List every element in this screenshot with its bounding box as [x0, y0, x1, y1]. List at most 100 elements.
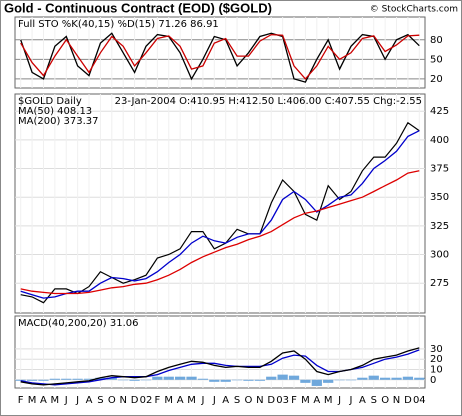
series-line [20, 33, 420, 80]
series-line [20, 130, 420, 299]
legend-label: MA(200) 373.37 [18, 116, 99, 127]
bar [186, 376, 197, 380]
x-tick-label: J [75, 395, 79, 406]
x-tick-label: 04 [413, 395, 426, 406]
x-tick-label: A [86, 395, 93, 406]
bar [357, 377, 368, 380]
x-tick-label: A [40, 395, 47, 406]
series-line [20, 170, 420, 295]
bar [345, 379, 357, 381]
x-tick-label: M [28, 395, 37, 406]
panel [14, 93, 426, 314]
x-tick-label: M [301, 395, 310, 406]
series-line [20, 121, 420, 304]
x-tick-label: J [200, 395, 204, 406]
bar [118, 379, 129, 381]
x-tick-label: 03 [276, 395, 289, 406]
bar [83, 378, 95, 380]
y-tick-label: 275 [430, 278, 449, 289]
bar [368, 375, 379, 380]
x-tick-label: J [212, 395, 216, 406]
bar [243, 379, 254, 381]
x-tick-label: F [154, 395, 160, 406]
x-tick-label: N [119, 395, 126, 406]
y-tick-label: 20 [430, 74, 443, 85]
x-tick-label: F [291, 395, 297, 406]
y-tick-label: 30 [430, 344, 443, 355]
bar [391, 377, 402, 380]
x-tick-label: M [187, 395, 196, 406]
x-tick-label: S [371, 395, 377, 406]
bar [323, 379, 334, 383]
x-tick-label: A [359, 395, 366, 406]
bar [300, 379, 311, 383]
y-tick-label: 10 [430, 364, 443, 375]
x-tick-label: D [267, 395, 275, 406]
y-tick-label: 300 [430, 250, 449, 261]
x-tick-label: D [404, 395, 412, 406]
bar [163, 376, 174, 380]
bar [129, 379, 140, 381]
legend-label: MA(50) 408.13 [18, 106, 92, 117]
panel-title: $GOLD Daily [18, 96, 82, 107]
bar [231, 379, 243, 381]
x-tick-label: M [51, 395, 60, 406]
bar [414, 377, 425, 380]
bar [175, 376, 186, 380]
y-tick-label: 375 [430, 164, 449, 175]
y-tick-label: 20 [430, 354, 443, 365]
x-tick-label: M [164, 395, 173, 406]
bar [209, 379, 220, 382]
x-tick-label: D [131, 395, 139, 406]
x-tick-label: J [64, 395, 68, 406]
x-tick-label: 02 [140, 395, 153, 406]
bar [26, 379, 38, 381]
y-tick-label: 325 [430, 221, 449, 232]
x-tick-label: A [177, 395, 184, 406]
bar [220, 379, 231, 382]
bar [197, 378, 209, 380]
x-tick-label: A [222, 395, 229, 406]
panel-title: Full STO %K(40,15) %D(15) 71.26 86.91 [18, 19, 219, 30]
x-tick-label: N [393, 395, 400, 406]
y-tick-label: 50 [430, 54, 443, 65]
x-tick-label: A [313, 395, 320, 406]
x-tick-label: O [245, 395, 253, 406]
bar [15, 379, 26, 381]
bar [266, 376, 277, 380]
bar [277, 374, 288, 380]
y-tick-label: 350 [430, 192, 449, 203]
x-tick-label: J [348, 395, 352, 406]
y-tick-label: 400 [430, 135, 449, 146]
x-tick-label: F [18, 395, 24, 406]
credit: © StockCharts.com [370, 5, 458, 15]
series-line [20, 32, 420, 83]
x-tick-label: M [324, 395, 333, 406]
bar [95, 377, 106, 380]
x-tick-label: O [108, 395, 116, 406]
bar [38, 379, 49, 381]
bar [140, 379, 152, 381]
bar [61, 378, 72, 380]
chart-title: Gold - Continuous Contract (EOD) ($GOLD) [4, 0, 272, 15]
bar [106, 377, 117, 380]
bar [334, 379, 345, 381]
bar [254, 379, 265, 381]
y-tick-label: 80 [430, 35, 443, 46]
panel-title: MACD(40,200,20) 31.06 [18, 318, 138, 329]
x-tick-label: J [337, 395, 341, 406]
y-tick-label: 0 [430, 375, 436, 386]
bar [311, 379, 322, 386]
series-line [20, 347, 420, 386]
panel-subtitle: 23-Jan-2004 O:410.95 H:412.50 L:406.00 C… [115, 96, 422, 107]
panel [14, 16, 426, 89]
x-tick-label: O [381, 395, 389, 406]
y-tick-label: 425 [430, 106, 449, 117]
x-tick-label: S [97, 395, 103, 406]
bar [402, 376, 414, 380]
bar [380, 377, 391, 380]
bar [72, 378, 83, 380]
x-tick-label: S [234, 395, 240, 406]
bar [288, 375, 300, 380]
